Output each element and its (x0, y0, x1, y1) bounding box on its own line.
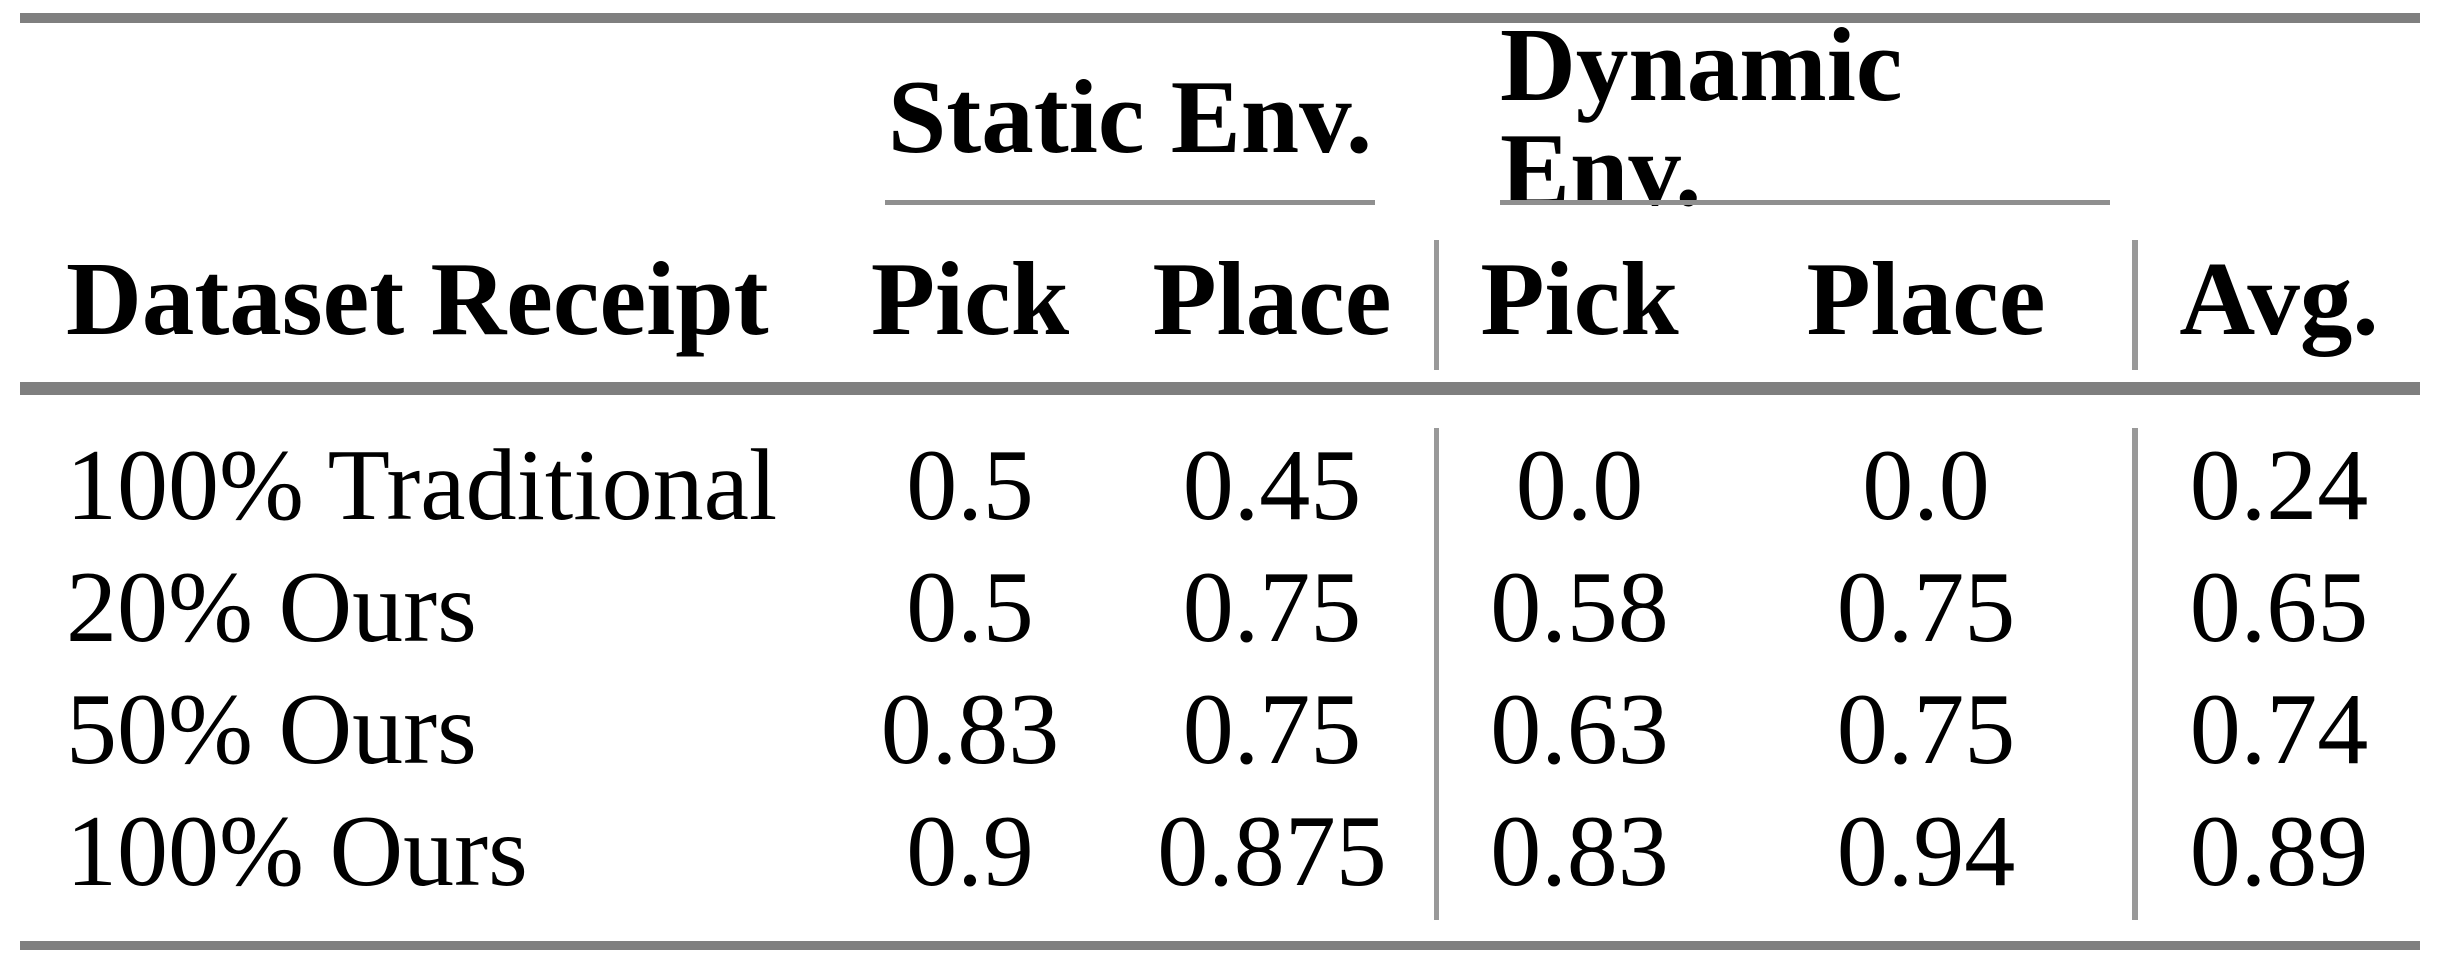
bottom-rule (20, 941, 2420, 950)
col-header-dynamic-pick: Pick (1480, 240, 1679, 357)
data-cell: 0.24 (2189, 429, 2369, 542)
col-header-avg: Avg. (2179, 240, 2379, 357)
data-cell: 0.0 (1515, 429, 1644, 542)
vertical-rule (2132, 240, 2138, 370)
column-group-dynamic-env: Dynamic Env. (1500, 12, 2110, 222)
data-cell: 0.83 (1490, 795, 1669, 908)
data-cell: 0.5 (906, 429, 1034, 542)
data-cell: 0.9 (906, 795, 1034, 908)
table-row: 100% Ours 0.9 0.875 0.83 0.94 0.89 (20, 786, 2420, 908)
data-cell: 0.65 (2189, 551, 2369, 664)
col-header-dynamic-place: Place (1806, 240, 2046, 357)
top-rule (20, 13, 2420, 23)
results-table: Static Env. Dynamic Env. Dataset Receipt… (20, 0, 2420, 966)
col-header-dataset-receipt: Dataset Receipt (66, 240, 769, 357)
data-cell: 0.58 (1490, 551, 1669, 664)
data-cell: 0.63 (1490, 673, 1669, 786)
column-group-static-env: Static Env. (885, 23, 1375, 200)
cmidrule-dynamic (1500, 200, 2110, 205)
data-cell: 0.75 (1836, 673, 2016, 786)
col-header-static-place: Place (1152, 240, 1392, 357)
data-cell: 0.74 (2189, 673, 2369, 786)
table-row: 20% Ours 0.5 0.75 0.58 0.75 0.65 (20, 542, 2420, 664)
column-group-static-env-label: Static Env. (887, 58, 1373, 175)
data-cell: 0.875 (1157, 795, 1387, 908)
vertical-rule (1434, 428, 1439, 920)
data-cell: 0.83 (880, 673, 1060, 786)
data-cell: 0.45 (1182, 429, 1362, 542)
data-cell: 0.75 (1836, 551, 2016, 664)
data-cell: 0.5 (906, 551, 1034, 664)
data-cell: 0.75 (1182, 673, 1362, 786)
col-header-static-pick: Pick (870, 240, 1070, 357)
header-row: Dataset Receipt Pick Place Pick Place Av… (20, 205, 2420, 382)
data-cell: 0.89 (2189, 795, 2369, 908)
row-label: 100% Ours (66, 795, 528, 908)
row-label: 20% Ours (66, 551, 477, 664)
vertical-rule (1434, 240, 1439, 370)
table-row: 100% Traditional 0.5 0.45 0.0 0.0 0.24 (20, 420, 2420, 542)
cmidrule-static (885, 200, 1375, 205)
data-cell: 0.0 (1862, 429, 1990, 542)
row-label: 100% Traditional (66, 429, 778, 542)
vertical-rule (2132, 428, 2138, 920)
column-group-dynamic-env-label: Dynamic Env. (1500, 5, 1903, 228)
table-row: 50% Ours 0.83 0.75 0.63 0.75 0.74 (20, 664, 2420, 786)
data-cell: 0.94 (1836, 795, 2016, 908)
row-label: 50% Ours (66, 673, 477, 786)
mid-rule (20, 382, 2420, 395)
data-cell: 0.75 (1182, 551, 1362, 664)
